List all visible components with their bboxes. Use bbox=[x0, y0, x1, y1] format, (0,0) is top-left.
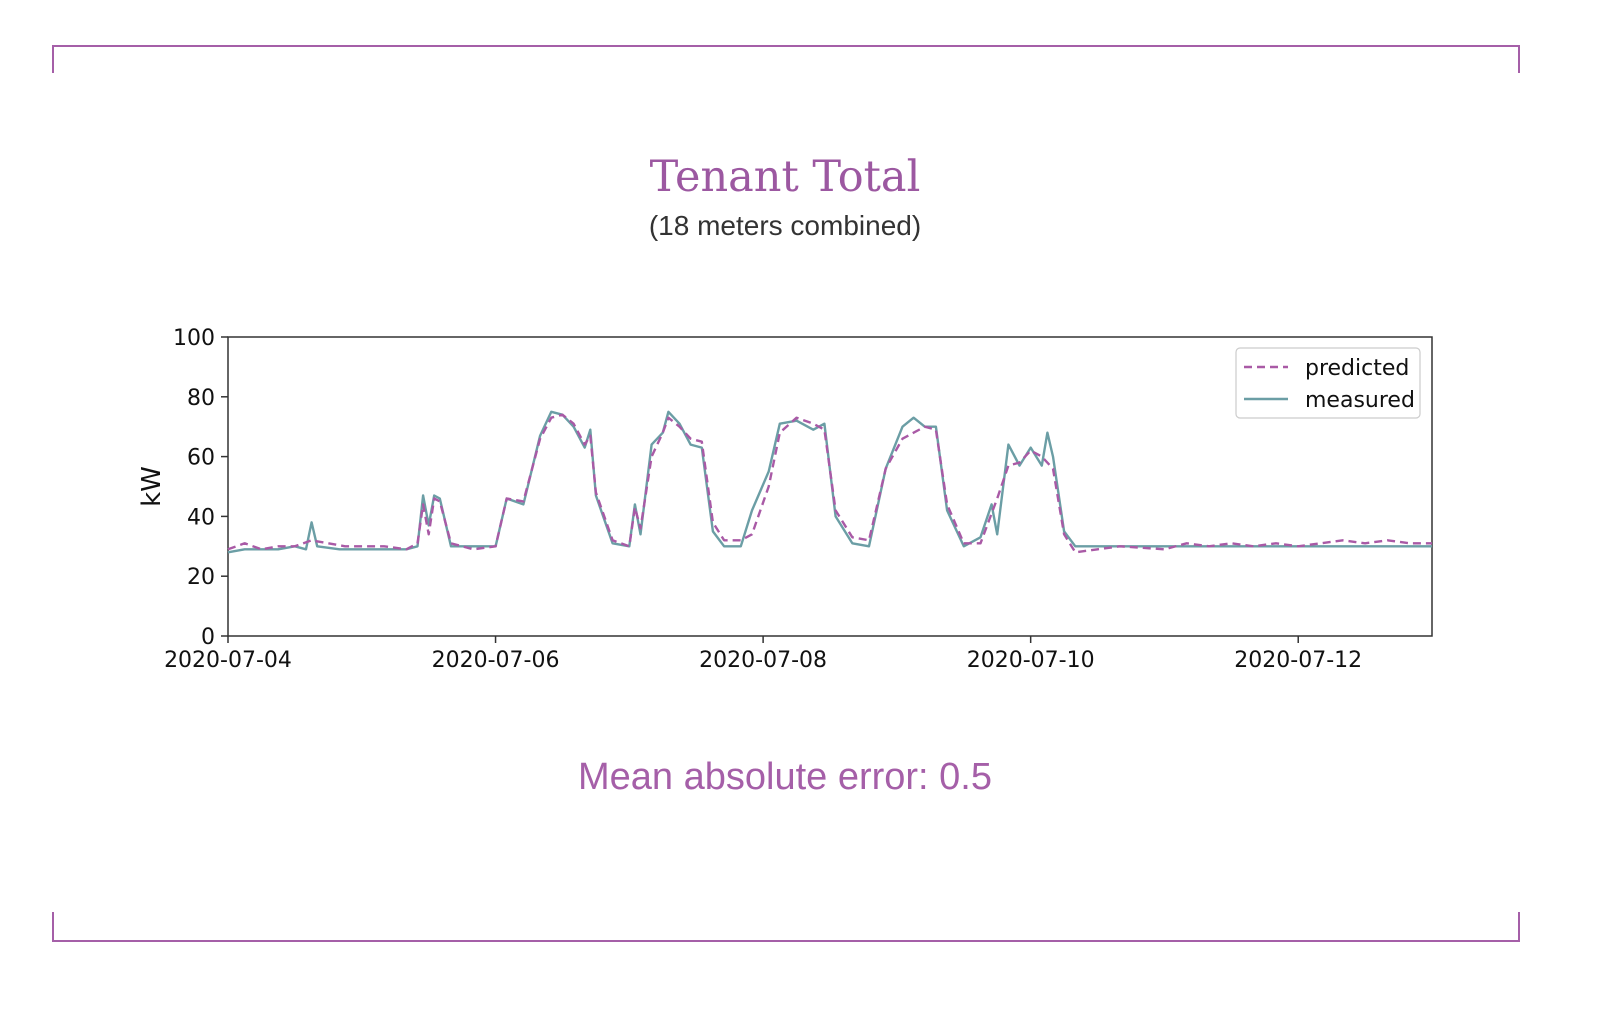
y-axis-label: kW bbox=[137, 466, 167, 507]
plot-area bbox=[227, 336, 1433, 637]
legend-box bbox=[1235, 347, 1421, 419]
x-tick-label: 2020-07-08 bbox=[699, 648, 827, 673]
frame-top-bracket bbox=[52, 45, 1520, 73]
y-axis: 0 20 40 60 80 100 bbox=[173, 326, 228, 650]
legend: predicted measured bbox=[1235, 347, 1421, 419]
x-tick-label: 2020-07-04 bbox=[164, 648, 292, 673]
series-line-predicted bbox=[227, 413, 1432, 554]
y-tick-label: 40 bbox=[187, 505, 215, 530]
legend-label-measured: measured bbox=[1305, 388, 1415, 413]
y-tick-label: 0 bbox=[201, 625, 215, 650]
series-layer bbox=[227, 410, 1432, 554]
y-tick-label: 80 bbox=[187, 386, 215, 411]
x-axis: 2020-07-04 2020-07-06 2020-07-08 2020-07-10… bbox=[164, 636, 1362, 673]
chart-subtitle: (18 meters combined) bbox=[648, 210, 922, 241]
y-tick-label: 20 bbox=[187, 565, 215, 590]
y-tick-label: 60 bbox=[187, 446, 215, 471]
chart-title: Tenant Total bbox=[649, 152, 921, 202]
series-line-measured bbox=[227, 410, 1432, 554]
x-tick-label: 2020-07-12 bbox=[1234, 648, 1362, 673]
x-tick-label: 2020-07-10 bbox=[967, 648, 1095, 673]
legend-label-predicted: predicted bbox=[1305, 356, 1409, 381]
y-tick-label: 100 bbox=[173, 326, 215, 351]
x-tick-label: 2020-07-06 bbox=[432, 648, 560, 673]
frame-bottom-bracket bbox=[52, 912, 1520, 942]
mean-absolute-error: Mean absolute error: 0.5 bbox=[577, 756, 992, 798]
